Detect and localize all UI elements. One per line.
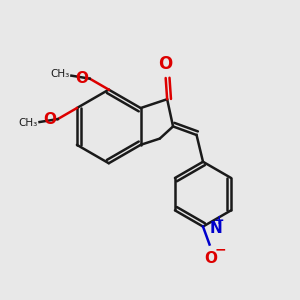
Text: O: O [43,112,56,127]
Text: CH₃: CH₃ [19,118,38,128]
Text: O: O [75,71,88,86]
Text: −: − [215,243,226,257]
Text: +: + [214,214,224,227]
Text: N: N [209,220,222,236]
Text: O: O [159,55,173,73]
Text: CH₃: CH₃ [51,69,70,79]
Text: O: O [205,251,218,266]
